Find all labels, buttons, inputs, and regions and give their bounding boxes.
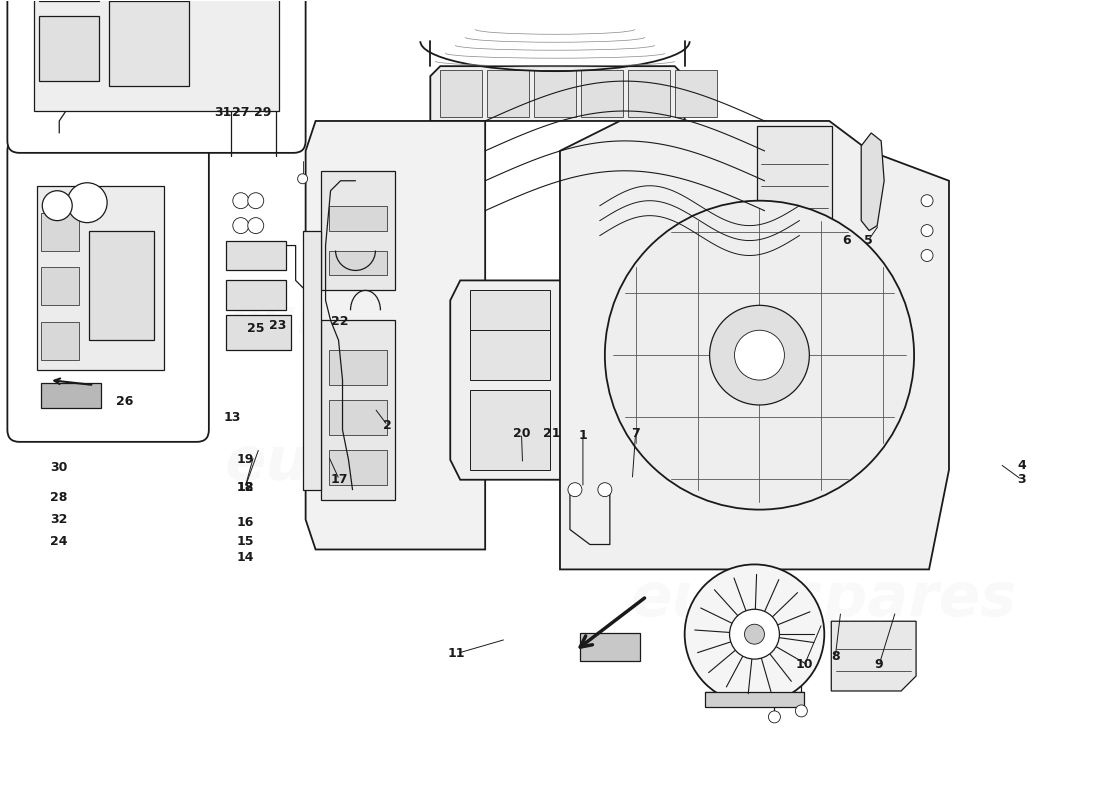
- Circle shape: [921, 194, 933, 206]
- Bar: [302, 230, 320, 490]
- Bar: [581, 70, 623, 117]
- Bar: [329, 250, 387, 275]
- Text: eurospares: eurospares: [228, 296, 543, 344]
- Bar: [534, 70, 576, 117]
- Circle shape: [605, 201, 914, 510]
- Bar: [487, 70, 529, 117]
- Polygon shape: [430, 66, 684, 121]
- Circle shape: [568, 482, 582, 497]
- Text: 12: 12: [236, 481, 254, 494]
- Text: 17: 17: [331, 474, 348, 486]
- Polygon shape: [450, 281, 570, 480]
- Bar: [628, 70, 670, 117]
- Circle shape: [248, 193, 264, 209]
- Bar: [470, 290, 550, 330]
- Bar: [470, 390, 550, 470]
- Text: 20: 20: [513, 427, 530, 440]
- FancyBboxPatch shape: [8, 139, 209, 442]
- Bar: [42, 322, 79, 360]
- Bar: [674, 70, 716, 117]
- Bar: [329, 206, 387, 230]
- Text: 19: 19: [236, 454, 254, 466]
- Text: 24: 24: [50, 535, 67, 549]
- Text: 7: 7: [631, 427, 640, 440]
- Text: 11: 11: [448, 647, 465, 660]
- Text: 29: 29: [254, 106, 272, 119]
- Text: 22: 22: [331, 315, 348, 328]
- Circle shape: [735, 330, 784, 380]
- Text: 9: 9: [874, 658, 883, 671]
- Text: 26: 26: [116, 395, 133, 408]
- Bar: [329, 400, 387, 435]
- Circle shape: [769, 711, 780, 723]
- Text: 13: 13: [223, 411, 241, 424]
- Circle shape: [921, 225, 933, 237]
- Text: 18: 18: [236, 481, 254, 494]
- Circle shape: [745, 624, 764, 644]
- Circle shape: [42, 190, 73, 221]
- Text: 2: 2: [383, 419, 392, 432]
- Text: 27: 27: [232, 106, 250, 119]
- Bar: [40, 0, 99, 2]
- Text: 8: 8: [830, 650, 839, 663]
- Text: 1: 1: [579, 430, 587, 442]
- Bar: [42, 383, 101, 408]
- Bar: [758, 126, 833, 221]
- Circle shape: [233, 218, 249, 234]
- Text: 25: 25: [248, 322, 265, 334]
- Bar: [329, 350, 387, 385]
- FancyBboxPatch shape: [8, 0, 306, 153]
- Bar: [42, 213, 79, 250]
- Bar: [580, 633, 640, 661]
- Text: 5: 5: [864, 234, 872, 247]
- Circle shape: [67, 182, 107, 222]
- Text: 14: 14: [236, 551, 254, 564]
- Bar: [42, 267, 79, 306]
- Polygon shape: [832, 622, 916, 691]
- Text: 32: 32: [50, 513, 67, 526]
- Polygon shape: [37, 186, 164, 370]
- Text: 30: 30: [50, 462, 67, 474]
- Text: eurospares: eurospares: [631, 570, 1018, 629]
- Polygon shape: [306, 121, 485, 550]
- Circle shape: [248, 218, 264, 234]
- Bar: [40, 16, 99, 81]
- Text: eurospares: eurospares: [226, 434, 612, 494]
- Circle shape: [795, 705, 807, 717]
- Bar: [329, 450, 387, 485]
- Polygon shape: [320, 320, 395, 500]
- Text: 15: 15: [236, 535, 254, 549]
- Bar: [470, 330, 550, 380]
- Bar: [226, 281, 286, 310]
- Circle shape: [729, 610, 780, 659]
- Polygon shape: [34, 0, 278, 111]
- Text: 31: 31: [214, 106, 232, 119]
- Text: 21: 21: [543, 427, 561, 440]
- Bar: [440, 70, 482, 117]
- Bar: [226, 241, 286, 270]
- Text: eurospares: eurospares: [612, 312, 927, 360]
- Text: 10: 10: [795, 658, 813, 671]
- Polygon shape: [560, 121, 949, 570]
- Bar: [705, 692, 804, 707]
- Text: 23: 23: [270, 319, 287, 332]
- Text: 6: 6: [842, 234, 850, 247]
- Circle shape: [710, 306, 810, 405]
- Circle shape: [233, 193, 249, 209]
- Circle shape: [298, 174, 308, 184]
- Bar: [226, 315, 290, 350]
- Text: 16: 16: [236, 516, 254, 530]
- Circle shape: [684, 565, 824, 704]
- Circle shape: [921, 250, 933, 262]
- Bar: [109, 2, 189, 86]
- Text: 28: 28: [50, 490, 67, 504]
- Polygon shape: [320, 170, 395, 290]
- Text: 3: 3: [1018, 474, 1026, 486]
- Text: 4: 4: [1018, 459, 1026, 472]
- Polygon shape: [861, 133, 884, 230]
- Bar: [89, 230, 154, 340]
- Circle shape: [598, 482, 612, 497]
